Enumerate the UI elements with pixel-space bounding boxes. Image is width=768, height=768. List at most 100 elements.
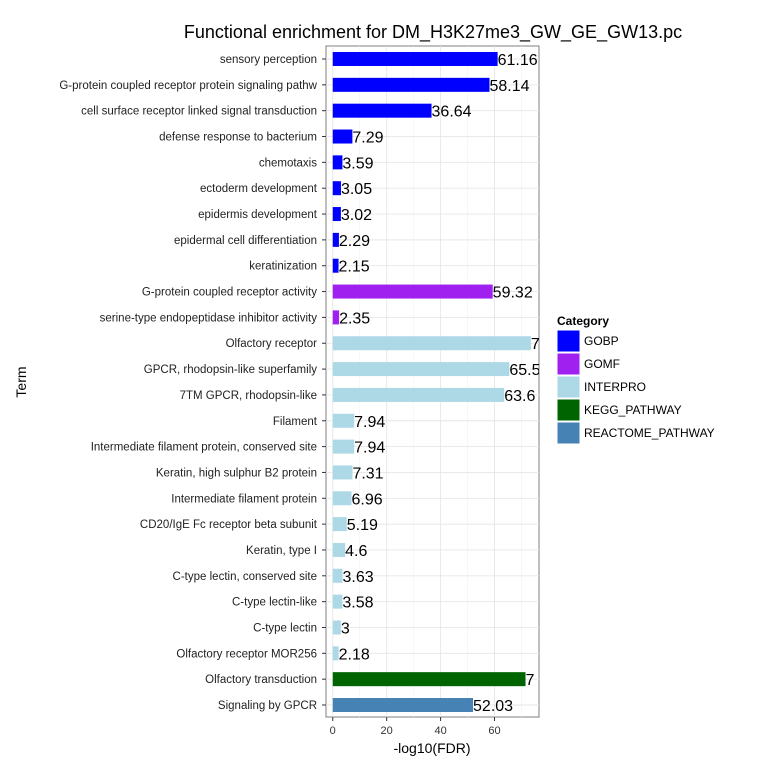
bar	[332, 439, 355, 454]
bar	[332, 258, 339, 273]
bar	[332, 155, 343, 170]
bar-value-label: 63.6	[504, 388, 535, 405]
x-tick-label: 40	[434, 725, 446, 737]
legend-label: GOMF	[584, 357, 620, 371]
bar	[332, 77, 490, 92]
plot-background	[325, 45, 540, 718]
bar	[332, 362, 510, 377]
x-tick-label: 0	[330, 725, 336, 737]
y-tick-label: C-type lectin-like	[232, 597, 317, 609]
bar-value-label: 52.03	[473, 698, 513, 715]
bar-value-label: 7.94	[354, 414, 385, 431]
y-tick-label: G-protein coupled receptor protein signa…	[59, 80, 317, 92]
legend-swatch	[556, 421, 581, 445]
bar	[332, 620, 341, 635]
bar-value-label: 7	[531, 336, 540, 353]
bar	[332, 181, 341, 196]
bar-group	[332, 52, 531, 712]
bar	[332, 232, 339, 247]
bar-value-label: 6.96	[352, 491, 383, 508]
bar-label-group: 61.16 58.14 36.64 7.29 3.59 3.05 3.02 2.29 2.15 5…	[339, 52, 540, 715]
bar	[332, 207, 341, 222]
legend-swatch	[556, 329, 581, 353]
y-tick-label: Intermediate filament protein	[171, 493, 317, 505]
bar	[332, 284, 493, 299]
y-tick-label: 7TM GPCR, rhodopsin-like	[180, 390, 317, 402]
bar	[332, 491, 352, 506]
bar-value-label: 2.18	[339, 646, 370, 663]
legend-label: GOBP	[584, 334, 619, 348]
y-axis-title: Term	[13, 366, 29, 397]
legend-swatch	[556, 375, 581, 399]
bar	[332, 517, 347, 532]
bar-value-label: 3	[341, 620, 350, 637]
y-tick-label: serine-type endopeptidase inhibitor acti…	[100, 312, 318, 324]
bar-value-label: 7.31	[352, 465, 383, 482]
x-tick-label: 20	[381, 725, 393, 737]
bar	[332, 129, 353, 144]
bar	[332, 103, 432, 118]
bar-value-label: 4.6	[345, 543, 367, 560]
bar	[332, 698, 474, 712]
bar-value-label: 3.63	[343, 569, 374, 586]
legend-title: Category	[557, 314, 609, 328]
bar-value-label: 5.19	[347, 517, 378, 534]
y-tick-label: cell surface receptor linked signal tran…	[81, 106, 317, 118]
bar-value-label: 3.59	[342, 155, 373, 172]
x-axis-title: -log10(FDR)	[393, 740, 470, 756]
y-tick-label: Intermediate filament protein, conserved…	[91, 442, 317, 454]
bar	[332, 646, 339, 661]
bar	[332, 568, 343, 583]
bar-value-label: 2.29	[339, 233, 370, 250]
y-tick-label: CD20/IgE Fc receptor beta subunit	[140, 519, 318, 531]
y-tick-label: Keratin, type I	[246, 545, 317, 557]
y-tick-label: epidermal cell differentiation	[174, 235, 317, 247]
y-tick-label: Olfactory receptor	[226, 338, 318, 350]
bar	[332, 336, 531, 351]
y-tick-label: C-type lectin	[253, 622, 317, 634]
legend-label: INTERPRO	[584, 380, 646, 394]
y-tick-label: Olfactory receptor MOR256	[176, 648, 317, 660]
bar-value-label: 61.16	[498, 52, 538, 69]
bar-value-label: 7.94	[354, 440, 385, 457]
legend-label: KEGG_PATHWAY	[584, 403, 682, 417]
y-tick-label: sensory perception	[220, 54, 317, 66]
y-tick-label: Signaling by GPCR	[218, 700, 317, 712]
y-tick-label: C-type lectin, conserved site	[173, 571, 317, 583]
bar-value-label: 2.35	[339, 310, 370, 327]
y-tick-label: ectoderm development	[200, 183, 318, 195]
bar-value-label: 3.05	[341, 181, 372, 198]
y-tick-label: GPCR, rhodopsin-like superfamily	[144, 364, 317, 376]
legend-label: REACTOME_PATHWAY	[584, 426, 715, 440]
y-tick-label: epidermis development	[198, 209, 318, 221]
y-tick-label: chemotaxis	[259, 157, 317, 169]
y-tick-label: Filament	[273, 416, 318, 428]
bar	[332, 672, 526, 687]
bar	[332, 310, 340, 325]
bar-value-label: 59.32	[493, 285, 533, 302]
bar-value-label: 65.5	[509, 362, 540, 379]
bar-value-label: 3.02	[341, 207, 372, 224]
y-axis: sensory perception G-protein coupled rece…	[59, 54, 326, 712]
bar	[332, 594, 343, 609]
legend-swatch	[556, 398, 581, 422]
bar	[332, 542, 346, 557]
y-tick-label: Olfactory transduction	[205, 674, 317, 686]
legend-items: GOBP GOMF INTERPRO KEGG_PATHWAY REACTOME_PAT…	[556, 329, 715, 445]
bar	[332, 387, 505, 402]
chart-title: Functional enrichment for DM_H3K27me3_GW…	[184, 22, 682, 43]
x-tick-label: 60	[488, 725, 500, 737]
bar	[332, 465, 353, 480]
y-tick-label: keratinization	[249, 261, 317, 273]
legend: Category GOBP GOMF INTERPRO KEGG_PATHWAY REA…	[556, 314, 715, 445]
bar-value-label: 2.15	[339, 259, 370, 276]
x-axis: 0 20 40 60	[330, 717, 501, 737]
bar	[332, 413, 355, 428]
bar-value-label: 7	[526, 672, 535, 689]
y-tick-label: Keratin, high sulphur B2 protein	[156, 467, 317, 479]
bar-value-label: 58.14	[489, 78, 529, 95]
legend-swatch	[556, 352, 581, 376]
bar-value-label: 3.58	[342, 595, 373, 612]
y-tick-label: G-protein coupled receptor activity	[142, 287, 317, 299]
